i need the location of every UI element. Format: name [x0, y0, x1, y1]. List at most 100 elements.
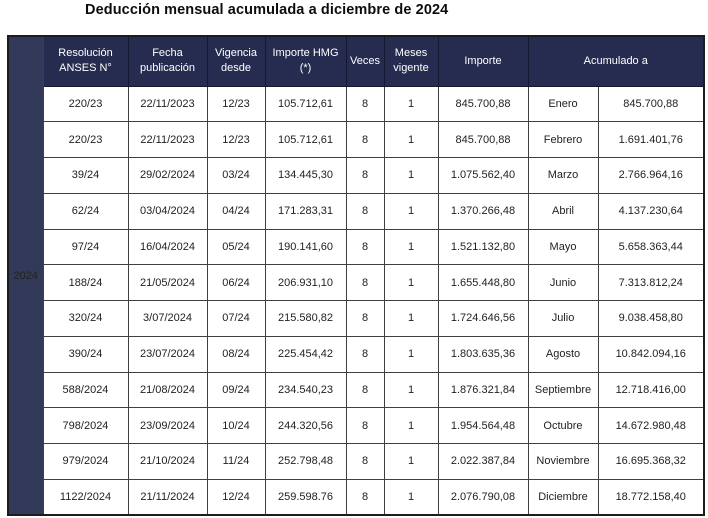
cell-meses-vigente: 1 — [383, 228, 439, 266]
cell-meses-vigente: 1 — [383, 192, 439, 230]
cell-mes: Mayo — [527, 228, 599, 266]
cell-resolucion: 188/24 — [42, 264, 129, 301]
cell-importe: 845.700,88 — [437, 121, 529, 158]
cell-importe: 1.370.266,48 — [437, 192, 529, 230]
cell-veces: 8 — [345, 264, 385, 301]
cell-vigencia-desde: 04/24 — [206, 192, 266, 230]
cell-resolucion: 588/2024 — [42, 371, 129, 409]
cell-meses-vigente: 1 — [383, 121, 439, 158]
table-row: 220/23 22/11/2023 12/23 105.712,61 8 1 8… — [8, 85, 705, 123]
cell-mes: Enero — [527, 85, 599, 123]
cell-vigencia-desde: 12/24 — [206, 478, 266, 516]
cell-resolucion: 1122/2024 — [42, 478, 129, 516]
cell-vigencia-desde: 12/23 — [206, 121, 266, 158]
cell-resolucion: 220/23 — [42, 121, 129, 158]
cell-mes: Agosto — [527, 335, 599, 373]
header-acumulado-a: Acumulado a — [527, 35, 705, 87]
cell-fecha-publicacion: 23/09/2024 — [127, 407, 208, 444]
cell-fecha-publicacion: 22/11/2023 — [127, 85, 208, 123]
cell-vigencia-desde: 05/24 — [206, 228, 266, 266]
table-row: 390/24 23/07/2024 08/24 225.454,42 8 1 1… — [8, 335, 705, 373]
cell-veces: 8 — [345, 478, 385, 516]
cell-fecha-publicacion: 16/04/2024 — [127, 228, 208, 266]
cell-veces: 8 — [345, 335, 385, 373]
header-resolucion-anses: Resolución ANSES N° — [42, 35, 129, 87]
cell-resolucion: 62/24 — [42, 192, 129, 230]
header-importe-hmg: Importe HMG (*) — [264, 35, 347, 87]
cell-vigencia-desde: 09/24 — [206, 371, 266, 409]
table-row: 97/24 16/04/2024 05/24 190.141,60 8 1 1.… — [8, 228, 705, 266]
cell-importe: 1.803.635,36 — [437, 335, 529, 373]
cell-importe: 1.075.562,40 — [437, 157, 529, 194]
cell-veces: 8 — [345, 300, 385, 337]
cell-acumulado: 9.038.458,80 — [597, 300, 705, 337]
cell-vigencia-desde: 07/24 — [206, 300, 266, 337]
cell-veces: 8 — [345, 192, 385, 230]
cell-acumulado: 1.691.401,76 — [597, 121, 705, 158]
header-vigencia-desde: Vigencia desde — [206, 35, 266, 87]
cell-resolucion: 798/2024 — [42, 407, 129, 444]
table-row: 588/2024 21/08/2024 09/24 234.540,23 8 1… — [8, 371, 705, 409]
table-row: 1122/2024 21/11/2024 12/24 259.598.76 8 … — [8, 478, 705, 516]
table-row: 979/2024 21/10/2024 11/24 252.798,48 8 1… — [8, 443, 705, 480]
table-row: 220/23 22/11/2023 12/23 105.712,61 8 1 8… — [8, 121, 705, 158]
cell-acumulado: 7.313.812,24 — [597, 264, 705, 301]
cell-vigencia-desde: 08/24 — [206, 335, 266, 373]
deduction-table: 2024 Resolución ANSES N° Fecha publicaci… — [7, 35, 705, 516]
cell-fecha-publicacion: 22/11/2023 — [127, 121, 208, 158]
table-header-row: 2024 Resolución ANSES N° Fecha publicaci… — [7, 35, 705, 516]
header-fecha-publicacion: Fecha publicación — [127, 35, 208, 87]
cell-vigencia-desde: 03/24 — [206, 157, 266, 194]
table-body: 2024 Resolución ANSES N° Fecha publicaci… — [7, 35, 705, 516]
cell-veces: 8 — [345, 228, 385, 266]
cell-veces: 8 — [345, 121, 385, 158]
cell-acumulado: 2.766.964,16 — [597, 157, 705, 194]
cell-acumulado: 10.842.094,16 — [597, 335, 705, 373]
cell-acumulado: 4.137.230,64 — [597, 192, 705, 230]
cell-resolucion: 39/24 — [42, 157, 129, 194]
cell-importe-hmg: 234.540,23 — [264, 371, 347, 409]
cell-fecha-publicacion: 23/07/2024 — [127, 335, 208, 373]
cell-fecha-publicacion: 21/11/2024 — [127, 478, 208, 516]
cell-vigencia-desde: 10/24 — [206, 407, 266, 444]
cell-resolucion: 97/24 — [42, 228, 129, 266]
cell-veces: 8 — [345, 443, 385, 480]
cell-vigencia-desde: 11/24 — [206, 443, 266, 480]
cell-importe-hmg: 171.283,31 — [264, 192, 347, 230]
cell-meses-vigente: 1 — [383, 478, 439, 516]
cell-importe-hmg: 259.598.76 — [264, 478, 347, 516]
cell-mes: Marzo — [527, 157, 599, 194]
cell-importe: 1.655.448,80 — [437, 264, 529, 301]
header-meses-vigente: Meses vigente — [383, 35, 439, 87]
cell-mes: Julio — [527, 300, 599, 337]
header-veces: Veces — [345, 35, 385, 87]
table-row: 62/24 03/04/2024 04/24 171.283,31 8 1 1.… — [8, 192, 705, 230]
cell-meses-vigente: 1 — [383, 371, 439, 409]
cell-veces: 8 — [345, 85, 385, 123]
cell-mes: Noviembre — [527, 443, 599, 480]
cell-resolucion: 220/23 — [42, 85, 129, 123]
cell-mes: Octubre — [527, 407, 599, 444]
cell-importe: 1.521.132,80 — [437, 228, 529, 266]
cell-fecha-publicacion: 21/08/2024 — [127, 371, 208, 409]
cell-resolucion: 320/24 — [42, 300, 129, 337]
cell-importe-hmg: 225.454,42 — [264, 335, 347, 373]
cell-fecha-publicacion: 21/10/2024 — [127, 443, 208, 480]
cell-meses-vigente: 1 — [383, 264, 439, 301]
cell-importe-hmg: 215.580,82 — [264, 300, 347, 337]
cell-acumulado: 14.672.980,48 — [597, 407, 705, 444]
cell-acumulado: 845.700,88 — [597, 85, 705, 123]
cell-fecha-publicacion: 3/07/2024 — [127, 300, 208, 337]
cell-meses-vigente: 1 — [383, 443, 439, 480]
cell-acumulado: 12.718.416,00 — [597, 371, 705, 409]
table-row: 188/24 21/05/2024 06/24 206.931,10 8 1 1… — [8, 264, 705, 301]
cell-importe-hmg: 244.320,56 — [264, 407, 347, 444]
cell-veces: 8 — [345, 157, 385, 194]
cell-mes: Diciembre — [527, 478, 599, 516]
cell-acumulado: 5.658.363,44 — [597, 228, 705, 266]
cell-resolucion: 390/24 — [42, 335, 129, 373]
year-cell: 2024 — [7, 35, 44, 516]
cell-resolucion: 979/2024 — [42, 443, 129, 480]
cell-veces: 8 — [345, 407, 385, 444]
